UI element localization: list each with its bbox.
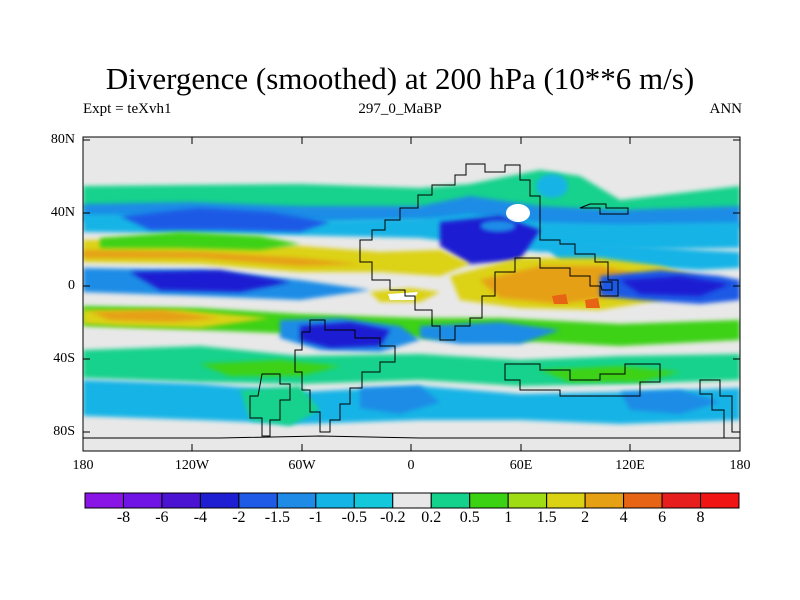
- far-east-coast: [699, 379, 740, 439]
- contour-north-deep-blue: [120, 208, 330, 232]
- contour-indian-red-2: [585, 298, 600, 308]
- lon-ticks: [82, 137, 741, 451]
- island-coast: [599, 281, 613, 291]
- contour-arabia-cyan: [536, 174, 568, 198]
- contour-north-tropics-orange: [83, 250, 360, 266]
- colorbar-swatch: [700, 492, 740, 509]
- contour-southern-blue-2: [620, 390, 720, 414]
- colorbar-label: -1.5: [264, 509, 291, 526]
- colorbar-swatch: [315, 492, 355, 509]
- antarctic-coast: [83, 435, 740, 439]
- colorbar: [84, 492, 740, 509]
- contour-indian-red-1: [552, 294, 568, 304]
- contour-equator-dark-west: [130, 270, 290, 292]
- contour-atlantic-white: [388, 292, 418, 300]
- coastlines: [83, 163, 740, 439]
- colorbar-label: 6: [658, 509, 667, 526]
- contour-southern-bright-green: [200, 360, 340, 376]
- east-asia-coast: [579, 203, 629, 215]
- season-label: ANN: [709, 101, 743, 117]
- colorbar-label: 1: [504, 509, 513, 526]
- colorbar-swatch: [238, 492, 278, 509]
- colorbar-label: 2: [581, 509, 590, 526]
- colorbar-label: -1: [309, 509, 323, 526]
- contour-pacific-dark: [620, 276, 730, 296]
- colorbar-label: 4: [619, 509, 628, 526]
- colorbar-swatch: [353, 492, 394, 509]
- period-label: 297_0_MaBP: [358, 101, 442, 117]
- lon-label-120e: 120E: [615, 458, 645, 473]
- colorbar-label: -0.5: [341, 509, 367, 526]
- colorbar-label: 0.2: [421, 509, 442, 526]
- colorbar-swatch: [392, 492, 432, 509]
- experiment-label: Expt = teXvh1: [83, 101, 172, 117]
- lon-label-180e: 180: [729, 458, 751, 473]
- colorbar-label: -0.2: [380, 509, 406, 526]
- contour-south-orange: [90, 310, 220, 322]
- lon-label-180w: 180: [72, 458, 94, 473]
- colorbar-label: 1.5: [536, 509, 557, 526]
- lat-label-0: 0: [68, 278, 75, 293]
- contour-africa-dark-blue: [440, 216, 540, 264]
- divergence-field: [83, 170, 740, 426]
- colorbar-swatch: [507, 492, 548, 509]
- lat-label-40n: 40N: [50, 205, 75, 220]
- colorbar-swatch: [623, 492, 663, 509]
- colorbar-swatch: [430, 492, 471, 509]
- africa-eurasia-coast: [359, 163, 619, 341]
- colorbar-label: -8: [116, 509, 131, 526]
- contour-southern-blue-1: [360, 386, 440, 414]
- colorbar-swatch: [276, 492, 317, 509]
- contour-north-tropics-green: [100, 232, 300, 250]
- south-america-coast: [294, 319, 396, 433]
- chart-title: Divergence (smoothed) at 200 hPa (10**6 …: [105, 61, 695, 96]
- contour-south-america-dark: [300, 322, 390, 348]
- lat-ticks: [83, 139, 740, 433]
- colorbar-label: 8: [696, 509, 705, 526]
- colorbar-label: 0.5: [459, 509, 480, 526]
- colorbar-swatch: [122, 492, 163, 509]
- lat-label-80s: 80S: [53, 424, 75, 439]
- colorbar-swatch: [84, 492, 124, 509]
- colorbar-label: -2: [232, 509, 246, 526]
- contour-small-blue: [480, 220, 516, 232]
- lon-label-60w: 60W: [288, 458, 316, 473]
- australia-coast: [504, 363, 661, 397]
- lon-label-120w: 120W: [174, 458, 210, 473]
- colorbar-swatch: [469, 492, 509, 509]
- colorbar-label: -6: [155, 509, 169, 526]
- lat-label-80n: 80N: [50, 132, 75, 147]
- colorbar-swatch: [546, 492, 586, 509]
- lon-label-0: 0: [407, 458, 415, 473]
- colorbar-label: -4: [193, 509, 208, 526]
- colorbar-swatch: [661, 492, 702, 509]
- southern-landmass-coast: [249, 373, 291, 437]
- contour-small-white: [506, 204, 530, 222]
- lat-label-40s: 40S: [53, 351, 75, 366]
- colorbar-swatch: [199, 492, 240, 509]
- lon-label-60e: 60E: [509, 458, 533, 473]
- colorbar-swatch: [584, 492, 625, 509]
- colorbar-swatch: [161, 492, 201, 509]
